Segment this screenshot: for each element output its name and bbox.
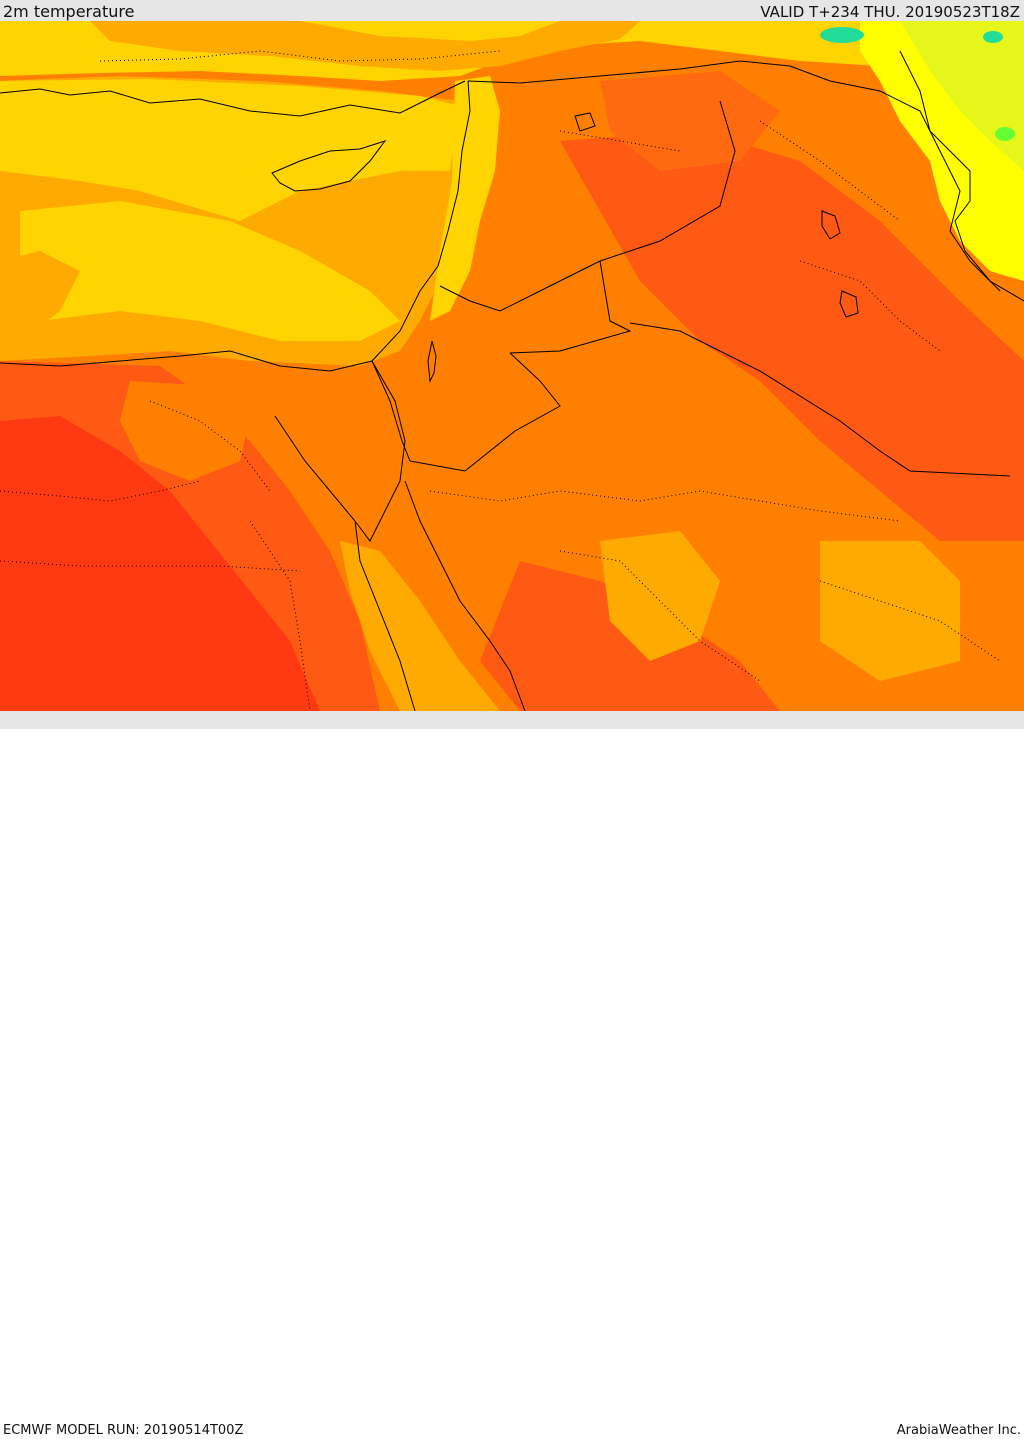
- band-teal-ne-2: [983, 31, 1003, 43]
- band-lime-ne: [900, 21, 1024, 171]
- admin-egypt-2: [249, 520, 311, 711]
- map-title: 2m temperature: [3, 2, 135, 21]
- admin-iraq-1: [759, 120, 901, 222]
- border-jordan-saudi: [509, 260, 632, 354]
- border-egypt-israel: [371, 360, 411, 462]
- band-gold-sea-west: [0, 251, 80, 341]
- coast-redsea-west: [354, 520, 416, 711]
- header-bar: 2m temperature VALID T+234 THU. 20190523…: [0, 0, 1024, 21]
- temperature-map: [0, 21, 1024, 711]
- border-syria-turkey: [467, 60, 791, 84]
- admin-egypt-1: [149, 400, 271, 492]
- admin-saudi-1: [429, 490, 901, 522]
- border-israel-jordan: [439, 260, 601, 312]
- footer-bar: ECMWF MODEL RUN: 20190514T00Z ArabiaWeat…: [0, 711, 1024, 1438]
- band-teal-ne-1: [820, 27, 864, 43]
- admin-syria-1: [559, 130, 681, 152]
- band-red-core-west: [0, 416, 320, 711]
- coast-levant: [0, 80, 471, 372]
- coast-cyprus: [271, 140, 387, 192]
- valid-time: VALID T+234 THU. 20190523T18Z: [760, 3, 1020, 21]
- coast-lake-iraq: [821, 210, 841, 240]
- band-dark-orange-east: [560, 131, 1024, 541]
- coast-dead-sea: [427, 340, 437, 383]
- coast-turkey-south: [0, 80, 466, 117]
- border-iraq-saudi: [629, 322, 1011, 477]
- band-amber-redsea: [340, 541, 500, 711]
- band-gold-levant: [430, 76, 500, 321]
- border-syria-iraq: [599, 100, 736, 262]
- coast-ne: [899, 50, 1024, 302]
- country-borders: [371, 60, 1011, 477]
- admin-egypt-libya: [0, 480, 201, 502]
- admin-turkey-1: [99, 50, 501, 62]
- brand-credit: ArabiaWeather Inc.: [896, 1423, 1021, 1438]
- admin-borders: [0, 50, 1001, 711]
- temperature-bands: [0, 21, 1024, 711]
- border-iraq-iran: [789, 65, 1001, 292]
- band-amber-north: [90, 21, 640, 71]
- band-green-ne: [995, 127, 1015, 141]
- coast-sinai: [274, 360, 406, 542]
- band-amber-south-east: [820, 541, 960, 681]
- admin-saudi-2: [559, 550, 761, 682]
- band-gold-sea: [0, 79, 460, 221]
- coastlines: [0, 50, 1024, 711]
- model-run: ECMWF MODEL RUN: 20190514T00Z: [3, 1423, 244, 1438]
- border-jordan-lower: [409, 352, 561, 472]
- coast-lake-iraq-2: [839, 290, 859, 318]
- band-amber-south-central: [600, 531, 720, 661]
- band-orange-egypt: [120, 381, 250, 481]
- admin-iraq-2: [799, 260, 941, 352]
- band-gold-sea-mid: [20, 201, 400, 341]
- coast-redsea-east: [404, 480, 526, 711]
- coast-lake-small: [574, 112, 596, 132]
- admin-egypt-sudan: [0, 560, 301, 572]
- band-dark-orange-ne: [600, 71, 780, 171]
